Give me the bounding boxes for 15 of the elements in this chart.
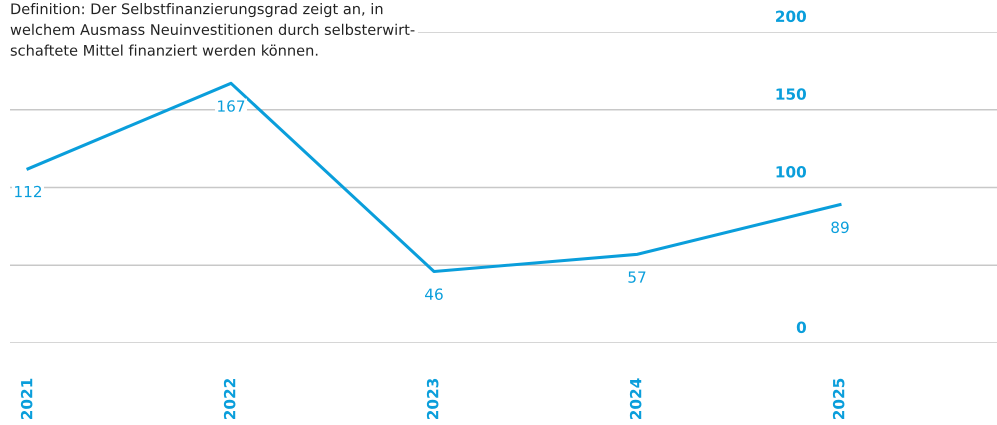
data-label: 89	[831, 222, 849, 234]
x-tick-label: 2023	[426, 378, 438, 420]
x-tick-label: 2021	[20, 378, 32, 420]
data-label: 112	[15, 186, 42, 198]
y-tick-label: 0	[796, 322, 806, 334]
x-tick-label: 2025	[832, 378, 844, 420]
annotation: Definition: Der Selbstfinanzierungsgrad zeigt an, in welchem Ausmass Neuinvestitionen durch selbsterwirt- schaftete Mittel finanziert werden können.	[10, 3, 414, 56]
data-label: 167	[218, 100, 244, 112]
y-tick-label: 200	[776, 10, 806, 22]
data-label: 57	[628, 272, 646, 283]
x-tick-label: 2022	[224, 379, 236, 420]
y-tick-label: 100	[776, 166, 806, 178]
y-tick-label: 150	[776, 88, 806, 100]
x-tick-label: 2024	[630, 378, 642, 420]
data-label: 46	[425, 288, 443, 300]
